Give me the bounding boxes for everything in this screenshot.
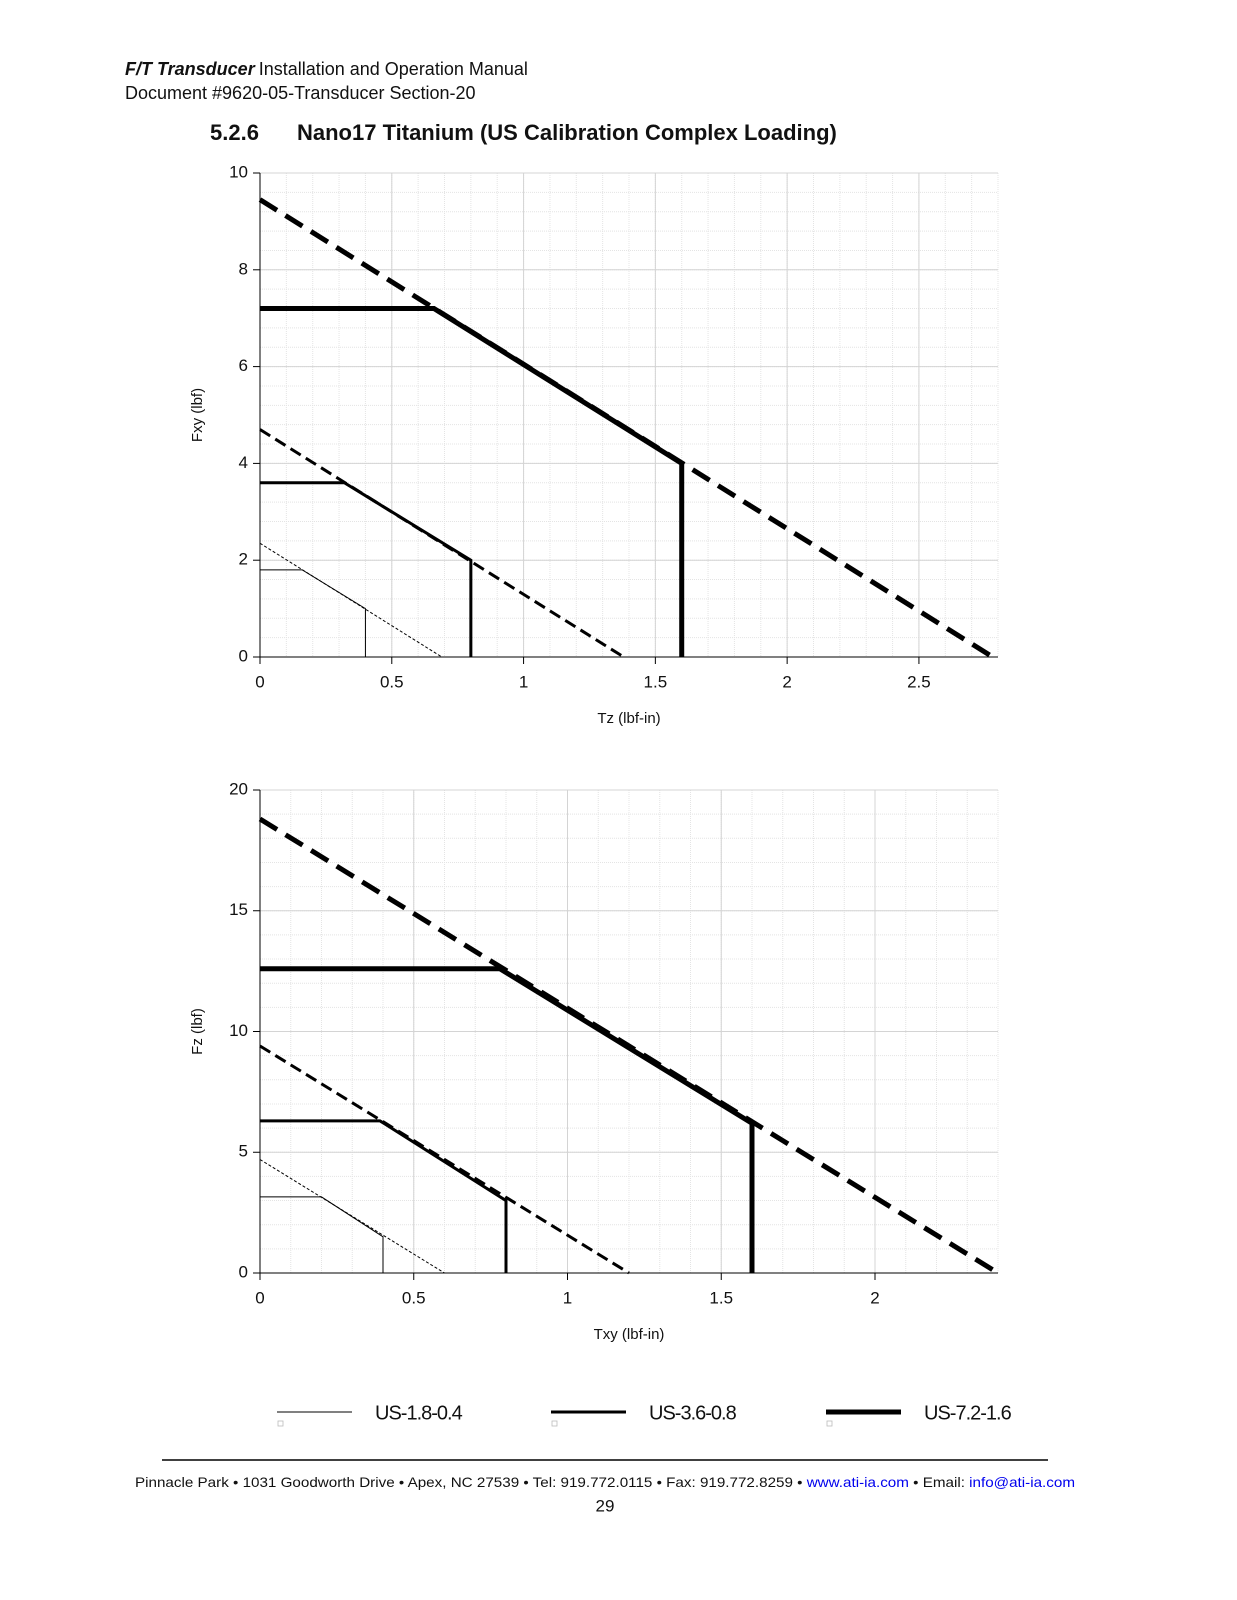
x-tick-label: 1 <box>519 672 528 691</box>
envelope-line <box>259 1159 445 1274</box>
limit-line <box>260 1196 384 1273</box>
y-tick-label: 15 <box>229 900 248 919</box>
envelope-line <box>259 542 443 658</box>
x-axis-label: Tz (lbf-in) <box>597 710 660 727</box>
website-link[interactable]: www.ati-ia.com <box>806 1474 909 1490</box>
header-line: F/T Transducer Installation and Operation… <box>125 59 528 79</box>
x-tick-label: 0 <box>255 672 264 691</box>
envelope-line <box>259 1044 630 1275</box>
envelope-line <box>258 197 995 660</box>
legend-label: US-3.6-0.8 <box>649 1402 737 1424</box>
email-label: • Email: <box>913 1474 965 1490</box>
y-tick-label: 0 <box>239 646 248 665</box>
y-tick-label: 2 <box>239 550 248 569</box>
x-tick-label: 1 <box>563 1288 572 1307</box>
x-tick-label: 2.5 <box>907 672 931 691</box>
y-tick-label: 6 <box>239 356 248 375</box>
x-tick-label: 1.5 <box>644 672 668 691</box>
y-tick-label: 0 <box>239 1262 248 1281</box>
legend-marker <box>826 1420 833 1427</box>
y-tick-label: 10 <box>229 162 248 181</box>
y-tick-label: 4 <box>239 453 248 472</box>
y-tick-label: 20 <box>229 779 248 798</box>
section-title: Nano17 Titanium (US Calibration Complex … <box>297 120 837 145</box>
legend-label: US-7.2-1.6 <box>924 1402 1012 1424</box>
page-number: 29 <box>596 1496 615 1515</box>
y-tick-label: 5 <box>239 1142 248 1161</box>
address: Pinnacle Park • 1031 Goodworth Drive • A… <box>135 1474 803 1490</box>
document-number: Document #9620-05-Transducer Section-20 <box>125 83 476 103</box>
y-axis-label: Fxy (lbf) <box>189 388 206 442</box>
legend-label: US-1.8-0.4 <box>375 1402 463 1424</box>
x-tick-label: 2 <box>782 672 791 691</box>
manual: Installation and Operation Manual <box>259 59 528 79</box>
legend-marker <box>551 1420 558 1427</box>
x-tick-label: 0.5 <box>402 1288 426 1307</box>
legend-marker <box>277 1420 284 1427</box>
x-tick-label: 0.5 <box>380 672 404 691</box>
limit-line <box>260 306 685 657</box>
x-tick-label: 2 <box>870 1288 879 1307</box>
x-tick-label: 0 <box>255 1288 264 1307</box>
y-tick-label: 10 <box>229 1021 248 1040</box>
footer-line: Pinnacle Park • 1031 Goodworth Drive • A… <box>135 1474 1075 1490</box>
y-tick-label: 8 <box>239 259 248 278</box>
envelope-line <box>258 816 1000 1276</box>
x-tick-label: 1.5 <box>709 1288 733 1307</box>
y-axis-label: Fz (lbf) <box>189 1008 206 1055</box>
email-link[interactable]: info@ati-ia.com <box>969 1474 1075 1490</box>
product: F/T Transducer <box>125 59 256 79</box>
section-number: 5.2.6 <box>210 120 259 145</box>
x-axis-label: Txy (lbf-in) <box>594 1326 665 1343</box>
limit-line <box>260 1119 508 1273</box>
